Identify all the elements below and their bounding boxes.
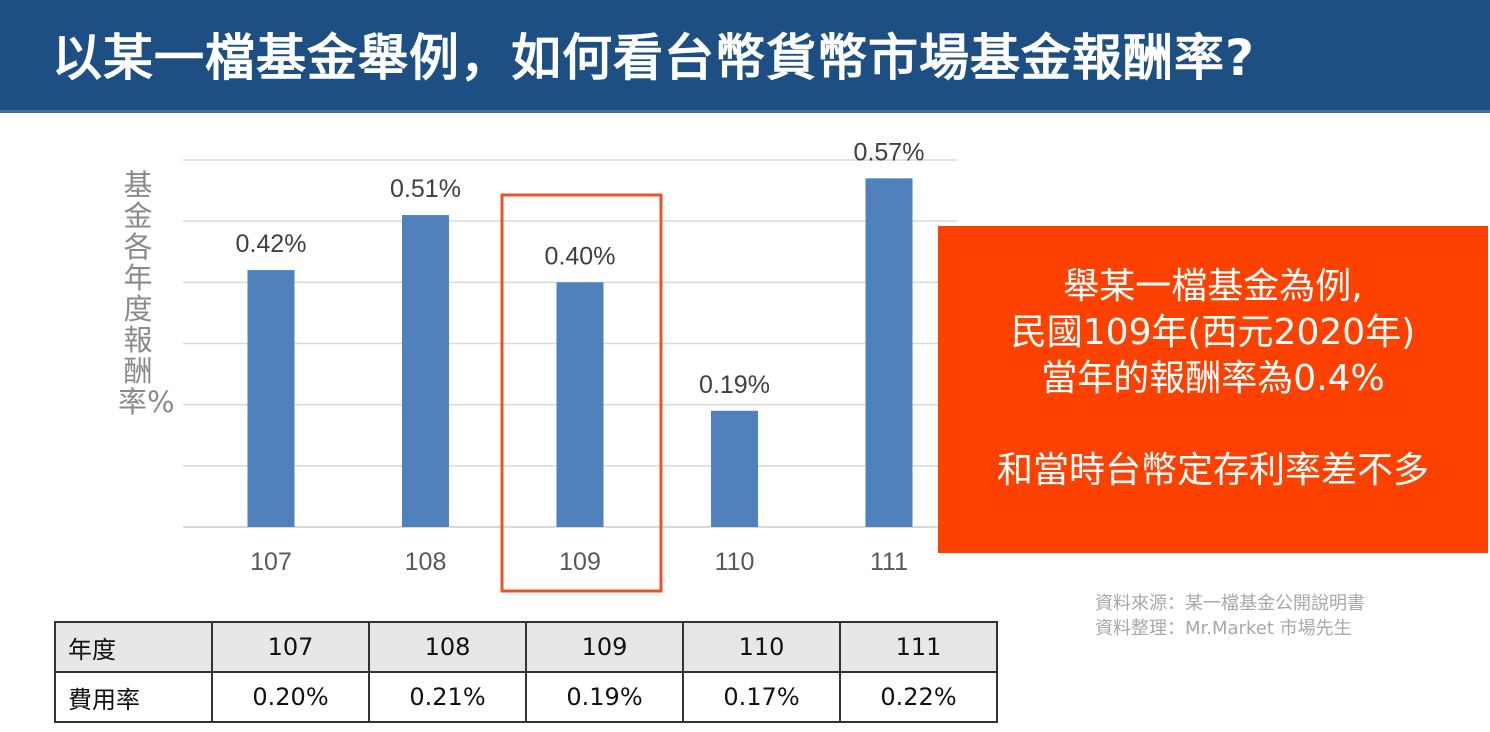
fee-table-rate: 0.17% — [682, 671, 841, 723]
value-label-107: 0.42% — [236, 230, 307, 258]
x-tick-label-111: 111 — [870, 548, 908, 576]
fee-table: 年度 107 108 109 110 111 費用率 0.20% 0.21% 0… — [54, 621, 998, 723]
x-tick-label-109: 109 — [559, 548, 601, 576]
callout-box: 舉某一檔基金為例, 民國109年(西元2020年) 當年的報酬率為0.4% 和當… — [938, 226, 1488, 553]
chart-value-labels: 0.42% 0.51% 0.40% 0.19% 0.57% — [236, 138, 925, 398]
fee-table-rate-row: 費用率 0.20% 0.21% 0.19% 0.17% 0.22% — [54, 671, 998, 723]
highlight-box-109 — [500, 193, 663, 593]
fee-table-rate: 0.20% — [211, 671, 370, 723]
bar-108 — [402, 215, 449, 528]
bar-107 — [247, 270, 295, 527]
y-axis-title: 基金各年度報酬率% — [118, 168, 175, 419]
source-line-1: 資料來源：某一檔基金公開說明書 — [1095, 593, 1365, 614]
fee-table-rate: 0.22% — [839, 671, 998, 723]
fee-table-header-row: 年度 107 108 109 110 111 — [54, 621, 998, 673]
fee-table-year: 111 — [839, 621, 998, 673]
value-label-111: 0.57% — [854, 138, 925, 166]
chart-bars — [247, 178, 913, 528]
bar-111 — [865, 178, 913, 527]
callout-line-2: 民國109年(西元2020年) — [1010, 312, 1416, 353]
callout-line-3: 當年的報酬率為0.4% — [1041, 358, 1385, 399]
page-title: 以某一檔基金舉例，如何看台幣貨幣市場基金報酬率? — [52, 29, 1256, 87]
fee-table-header-label: 年度 — [54, 621, 213, 673]
x-tick-label-108: 108 — [405, 548, 447, 576]
source-note: 資料來源：某一檔基金公開說明書 資料整理：Mr.Market 市場先生 — [1095, 591, 1365, 641]
value-label-108: 0.51% — [390, 175, 461, 203]
x-tick-label-110: 110 — [715, 548, 755, 576]
value-label-110: 0.19% — [699, 371, 770, 399]
fee-table-year: 108 — [368, 621, 527, 673]
fee-table-rate: 0.21% — [368, 671, 527, 723]
x-tick-label-107: 107 — [250, 548, 292, 576]
bar-110 — [711, 410, 758, 527]
fee-table-rate: 0.19% — [525, 671, 684, 723]
chart-x-tick-labels: 107 108 109 110 111 — [250, 548, 908, 576]
fee-table-year: 110 — [682, 621, 841, 673]
bar-chart: 0.42% 0.51% 0.40% 0.19% 0.57% 107 108 109 110 11… — [183, 138, 957, 593]
fee-table-row-label: 費用率 — [54, 671, 213, 723]
value-label-109: 0.40% — [545, 242, 616, 270]
bar-109 — [556, 282, 604, 527]
fee-table-year: 107 — [211, 621, 370, 673]
callout-line-1: 舉某一檔基金為例, — [1063, 266, 1363, 307]
callout-line-4: 和當時台幣定存利率差不多 — [996, 450, 1429, 491]
chart-gridlines — [183, 159, 957, 528]
fee-table-year: 109 — [525, 621, 684, 673]
source-line-2: 資料整理：Mr.Market 市場先生 — [1095, 618, 1352, 639]
title-bar: 以某一檔基金舉例，如何看台幣貨幣市場基金報酬率? — [0, 0, 1490, 113]
